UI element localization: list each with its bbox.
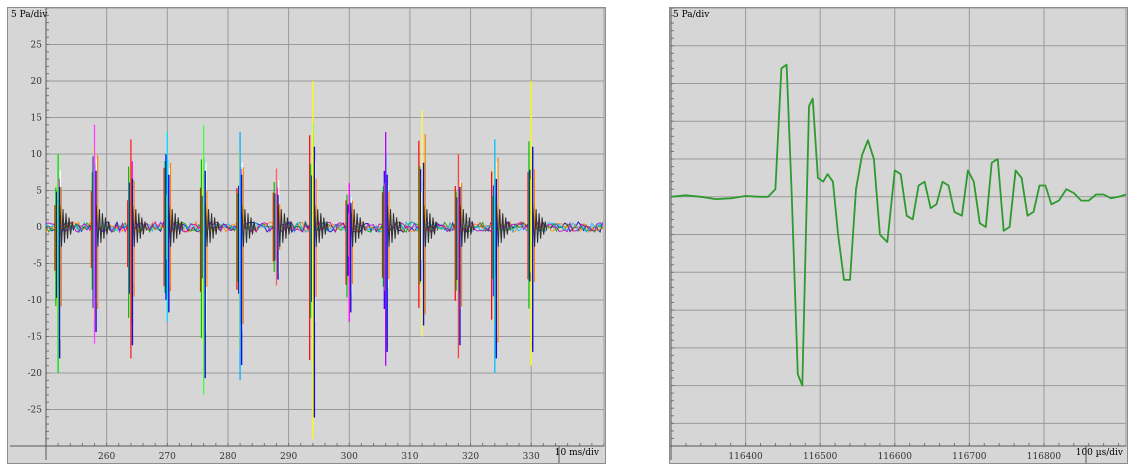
left-axes: 25 20 15 10 5 0 -5 -10 -15 -20 -25 260 270 280 290 300 3… bbox=[10, 8, 605, 462]
right-grid bbox=[670, 8, 1127, 447]
left-spike-ringing bbox=[205, 205, 220, 247]
left-y-tick-label: -25 bbox=[28, 406, 43, 416]
left-data bbox=[45, 81, 604, 463]
left-spike-ringing bbox=[277, 205, 293, 247]
left-y-tick-label: -15 bbox=[28, 333, 43, 343]
left-y-tick-label: 20 bbox=[31, 77, 43, 87]
chart-panel-right: 20151050-5-10-15-20-25-30116400116500116… bbox=[669, 7, 1128, 464]
right-y-unit-label: 5 Pa/div bbox=[673, 10, 710, 20]
right-x-tick-label: 116500 bbox=[803, 452, 838, 462]
left-x-tick-label: 310 bbox=[401, 452, 418, 462]
left-y-tick-label: -5 bbox=[33, 260, 42, 270]
left-y-unit-label: 5 Pa/div bbox=[11, 10, 48, 20]
left-spike-ringing bbox=[95, 205, 111, 247]
left-spike-ringing bbox=[423, 205, 438, 247]
right-waveform-line bbox=[670, 63, 1127, 387]
left-y-tick-label: 25 bbox=[31, 41, 43, 51]
chart-panel-left: 25 20 15 10 5 0 -5 -10 -15 -20 -25 260 270 280 290 300 3… bbox=[7, 7, 606, 464]
left-spike-ringing bbox=[496, 205, 511, 247]
right-x-tick-label: 116400 bbox=[728, 452, 763, 462]
right-data bbox=[670, 63, 1127, 463]
left-x-tick-label: 290 bbox=[280, 452, 297, 462]
left-spike-ringing bbox=[59, 205, 75, 247]
left-spike-ringing bbox=[132, 205, 147, 247]
left-x-tick-label: 280 bbox=[219, 452, 236, 462]
left-y-tick-label: -10 bbox=[28, 296, 43, 306]
left-y-tick-label: 10 bbox=[31, 150, 43, 160]
right-chart-svg: 20151050-5-10-15-20-25-30116400116500116… bbox=[670, 8, 1127, 463]
left-x-tick-label: 260 bbox=[98, 452, 115, 462]
left-spike-ringing bbox=[459, 205, 475, 247]
left-x-tick-label: 320 bbox=[462, 452, 479, 462]
left-y-tick-label: 15 bbox=[31, 114, 43, 124]
left-spike-ringing bbox=[532, 205, 548, 247]
right-x-tick-label: 116800 bbox=[1027, 452, 1062, 462]
left-y-tick-label: 0 bbox=[36, 223, 42, 233]
left-spike-ringing bbox=[241, 205, 257, 247]
left-spike-ringing bbox=[387, 205, 402, 247]
left-chart-svg: 25 20 15 10 5 0 -5 -10 -15 -20 -25 260 270 280 290 300 3… bbox=[10, 8, 605, 463]
right-x-tick-label: 116600 bbox=[878, 452, 913, 462]
left-spike-ringing bbox=[350, 205, 366, 247]
left-x-tick-label: 270 bbox=[159, 452, 176, 462]
left-spike-ringing bbox=[314, 205, 329, 247]
left-y-tick-label: 5 bbox=[36, 187, 42, 197]
right-x-tick-label: 116700 bbox=[952, 452, 987, 462]
right-plot-border bbox=[670, 8, 1127, 447]
right-axes: 20151050-5-10-15-20-25-30116400116500116… bbox=[670, 8, 1126, 462]
left-spike-ringing bbox=[168, 205, 184, 247]
left-x-scale-label: 10 ms/div bbox=[554, 448, 599, 458]
left-x-tick-label: 330 bbox=[523, 452, 540, 462]
left-x-tick-label: 300 bbox=[341, 452, 358, 462]
right-x-scale-label: 100 µs/div bbox=[1075, 448, 1123, 458]
left-y-tick-label: -20 bbox=[28, 369, 43, 379]
